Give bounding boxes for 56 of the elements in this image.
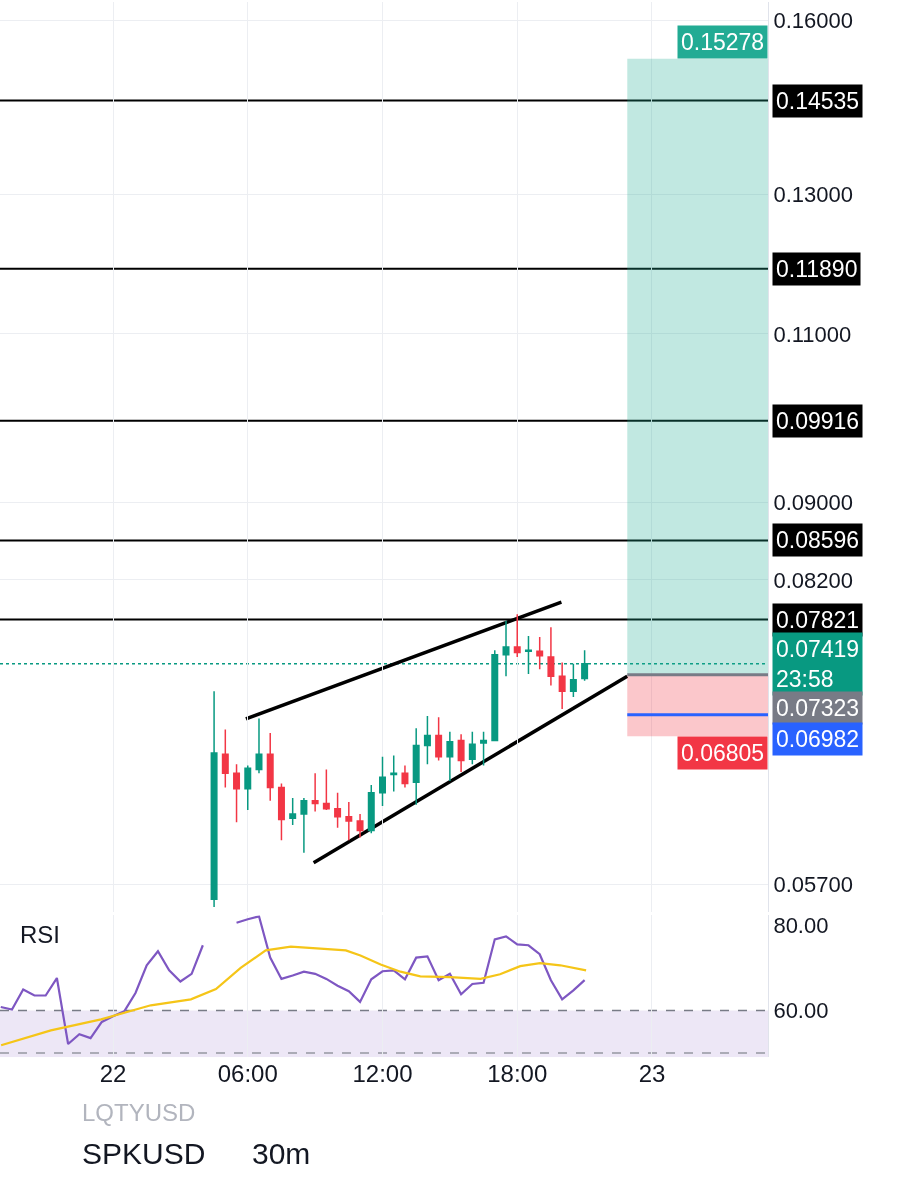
candlestick xyxy=(322,768,330,811)
candlestick xyxy=(423,715,431,766)
y-tick-label: 0.16000 xyxy=(773,7,853,33)
candlestick xyxy=(266,732,274,802)
text: 30m xyxy=(252,1137,311,1170)
y-tick-label: 60.00 xyxy=(773,998,829,1024)
x-tick-label: 06:00 xyxy=(217,1060,278,1088)
annotation: RSI xyxy=(20,921,61,948)
y-tick-label: 80.00 xyxy=(773,912,829,938)
ref-line-label: 0.08596 xyxy=(776,527,860,553)
candlestick xyxy=(356,813,364,839)
candlestick xyxy=(536,636,544,671)
candlestick xyxy=(255,717,263,775)
text: LQTYUSD xyxy=(82,1099,196,1126)
candlestick xyxy=(412,727,420,806)
ref-line-label: 0.11890 xyxy=(776,256,858,282)
candlestick xyxy=(379,755,386,807)
candlestick xyxy=(210,690,218,908)
candlestick xyxy=(244,764,252,811)
ref-line-label: 0.09916 xyxy=(776,408,860,434)
y-tick-label: 0.05700 xyxy=(773,872,853,898)
x-tick-label: 22 xyxy=(99,1060,127,1088)
candlestick xyxy=(558,661,566,710)
x-tick-label: 12:00 xyxy=(352,1060,413,1088)
annotation: 0.06805 xyxy=(681,740,765,766)
candlestick xyxy=(367,784,375,834)
candlestick xyxy=(233,763,241,824)
candlestick xyxy=(334,792,342,829)
candlestick xyxy=(480,731,488,767)
candlestick xyxy=(547,626,555,687)
candlestick xyxy=(401,764,409,789)
y-tick-label: 0.09000 xyxy=(773,489,853,515)
ref-line-label: 0.14535 xyxy=(776,88,860,114)
y-tick-label: 0.08200 xyxy=(773,567,853,593)
data-label: 0.07323 xyxy=(776,695,860,721)
candlestick xyxy=(513,613,521,658)
annotation: 0.15278 xyxy=(681,29,765,55)
x-tick-label: 23 xyxy=(638,1060,666,1088)
ref-line-label: 0.07821 xyxy=(776,607,860,633)
candlestick xyxy=(221,728,229,789)
candlestick xyxy=(311,772,319,813)
x-tick-label: 18:00 xyxy=(487,1060,548,1088)
y-tick-label: 0.11000 xyxy=(773,321,852,347)
candlestick xyxy=(345,801,353,841)
candlestick xyxy=(289,797,297,826)
ref-line-label: 0.07419 23:58 xyxy=(776,636,860,692)
candlestick xyxy=(457,733,465,773)
candlestick xyxy=(277,782,285,841)
y-tick-label: 0.13000 xyxy=(773,181,853,207)
data-label: 0.06982 xyxy=(776,726,860,752)
text: SPKUSD xyxy=(82,1137,206,1170)
candlestick xyxy=(468,731,476,766)
candlestick xyxy=(446,731,454,782)
candlestick xyxy=(435,716,443,762)
candlestick xyxy=(390,754,398,793)
candlestick xyxy=(300,797,308,854)
